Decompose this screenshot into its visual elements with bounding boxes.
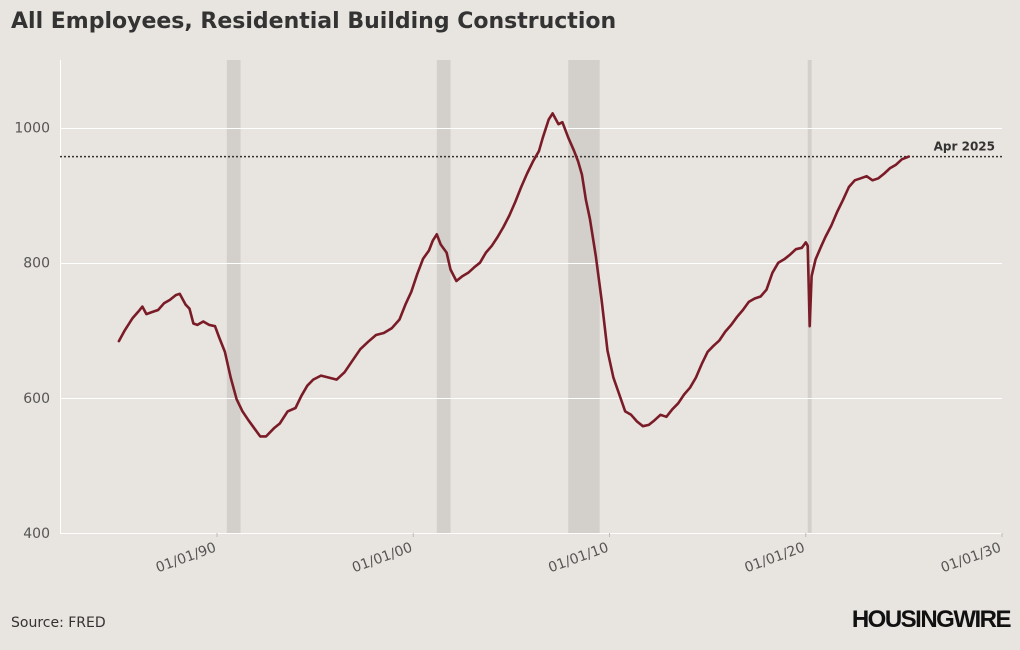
x-tick-labels: 01/01/90 01/01/00 01/01/10 01/01/20 01/01/30 [154, 533, 1004, 577]
x-tick-label: 01/01/20 [743, 540, 808, 577]
reference-line-group: Apr 2025 [60, 140, 1002, 158]
y-tick-label: 1000 [14, 121, 50, 137]
recession-bands [226, 60, 812, 533]
y-tick-label: 600 [23, 391, 50, 407]
x-tick-label: 01/01/90 [154, 540, 219, 577]
recession-band-2 [436, 60, 451, 533]
gridlines [60, 128, 1002, 534]
y-tick-label: 400 [23, 526, 50, 542]
recession-band-3 [568, 60, 600, 533]
x-tick-label: 01/01/10 [546, 540, 611, 577]
x-tick-label: 01/01/30 [939, 540, 1004, 577]
source-note: Source: FRED [11, 615, 106, 631]
y-tick-labels: 400 600 800 1000 [14, 121, 50, 542]
y-tick-label: 800 [23, 256, 50, 272]
series-line-1 [117, 112, 911, 438]
recession-band-1 [226, 60, 241, 533]
x-tick-label: 01/01/00 [350, 540, 415, 577]
series-group [117, 112, 911, 438]
housingwire-logo: HOUSINGWIRE [851, 606, 1012, 633]
chart-title: All Employees, Residential Building Cons… [11, 9, 617, 34]
reference-line-label: Apr 2025 [934, 140, 995, 154]
